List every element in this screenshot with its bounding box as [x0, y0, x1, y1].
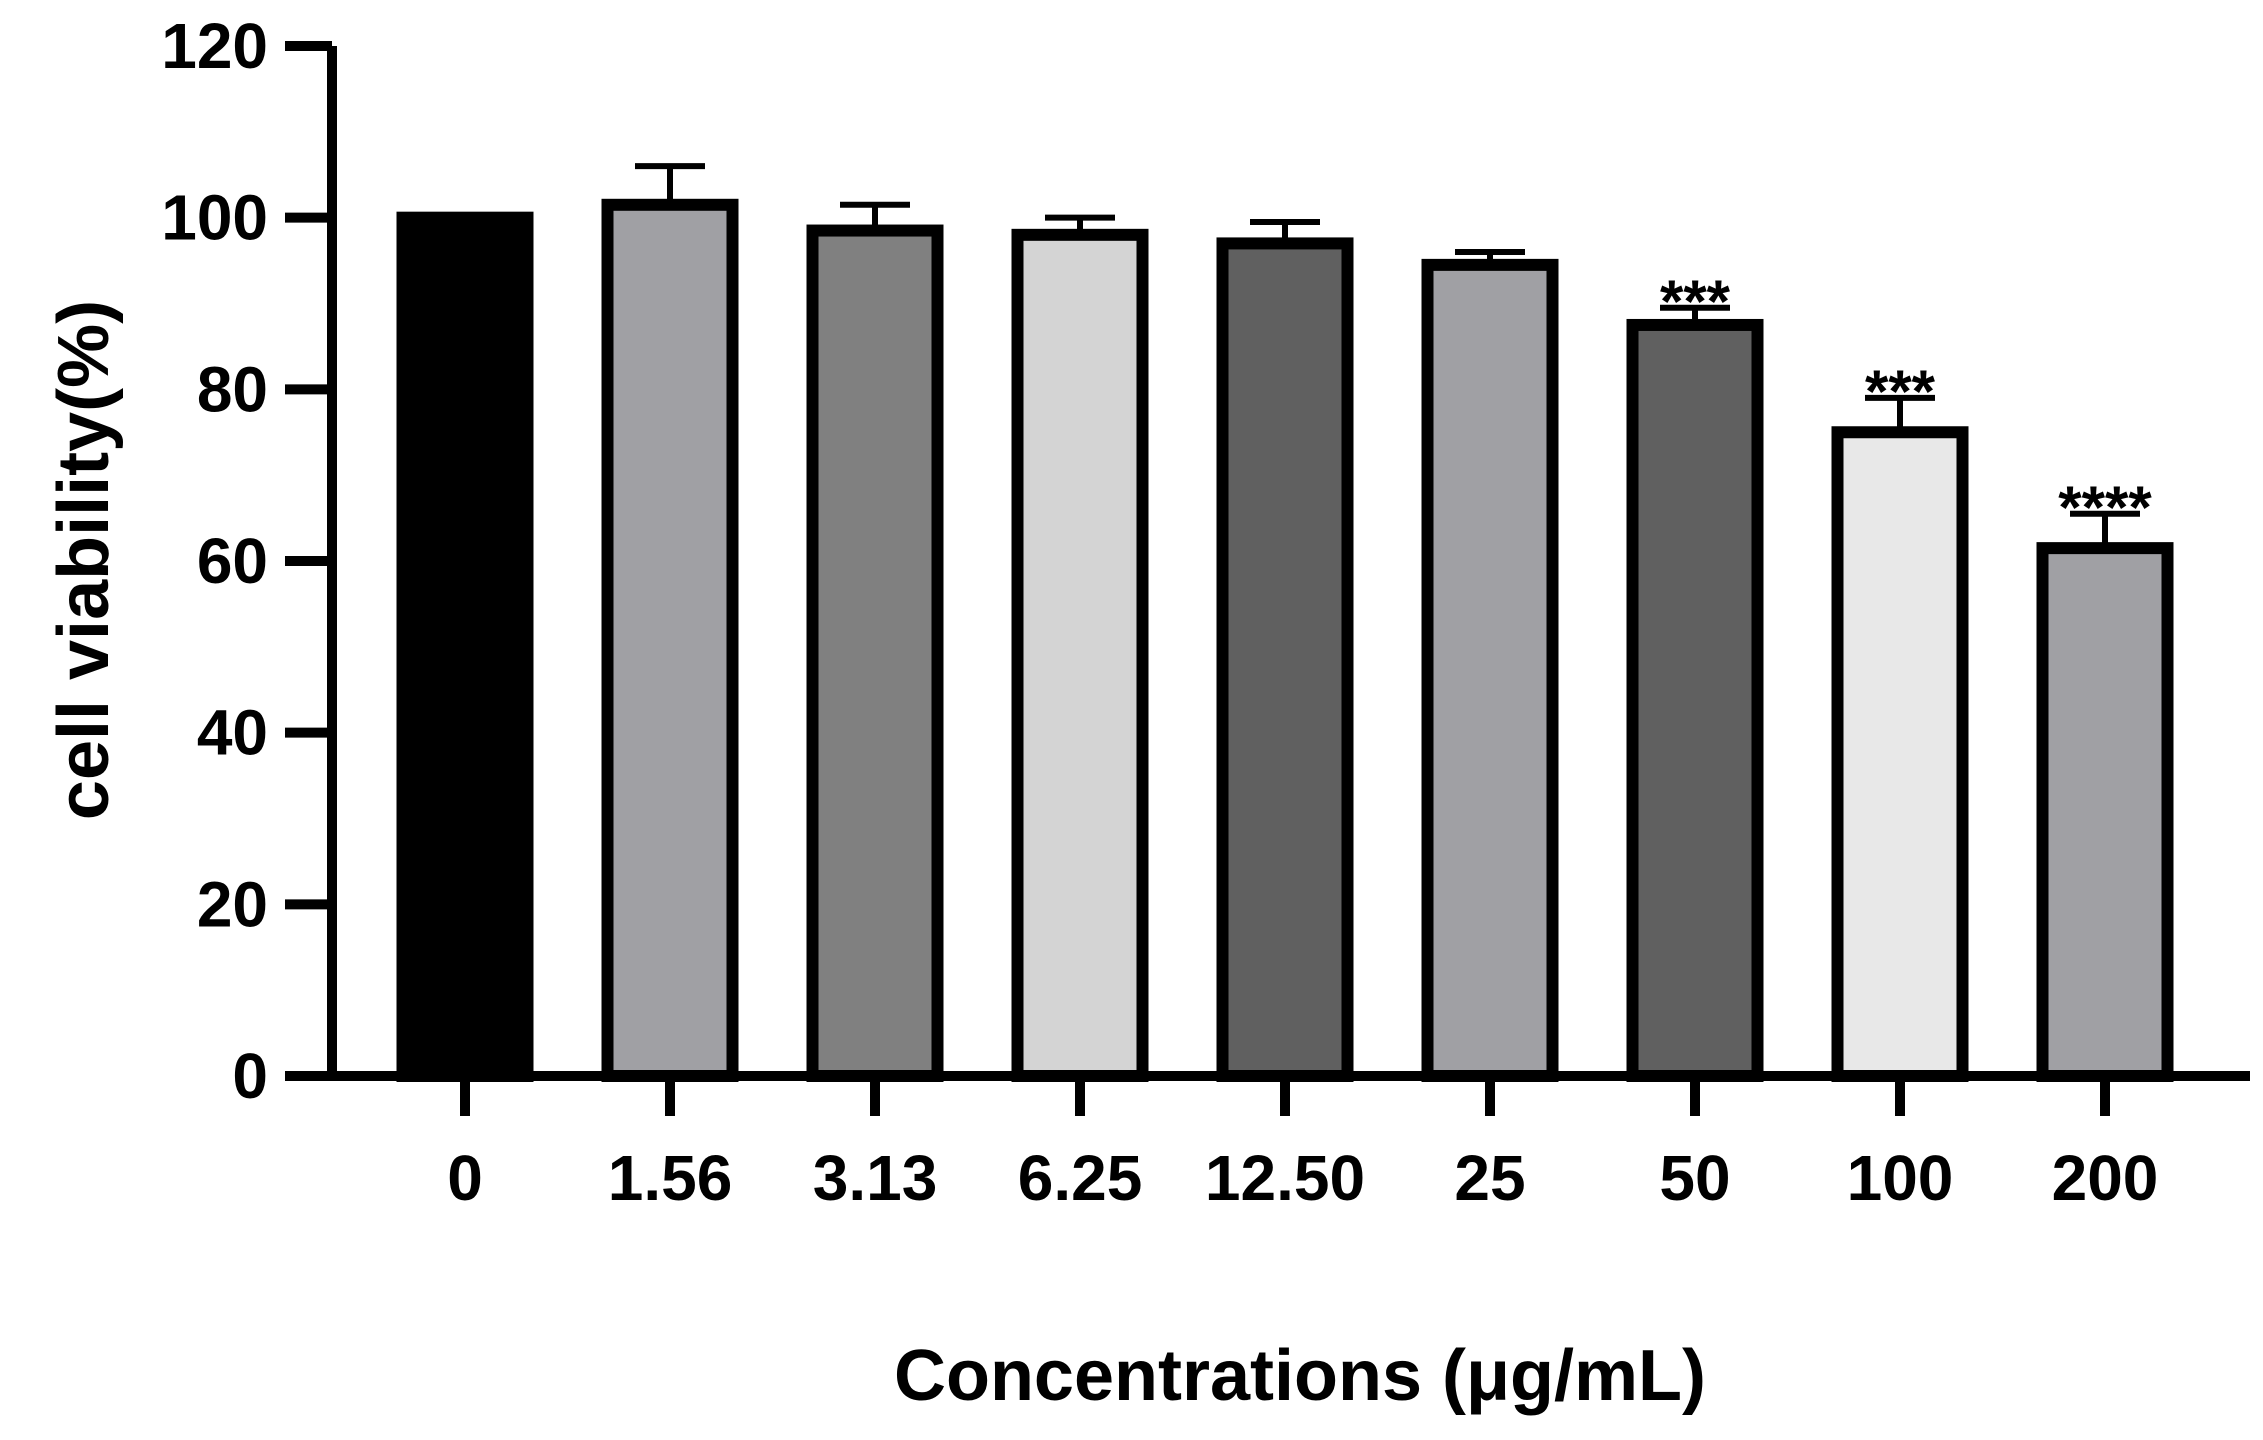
- x-tick-label: 100: [1847, 1142, 1954, 1214]
- bar-100: [1831, 426, 1969, 1082]
- y-tick-label: 80: [197, 353, 268, 425]
- x-tick-label: 12.50: [1205, 1142, 1365, 1214]
- x-ticks-layer: 0 1.56 3.13 6.25 12.50 25 50 100 200: [447, 1076, 2158, 1214]
- x-tick-label: 3.13: [813, 1142, 938, 1214]
- bar-6.25: [1011, 228, 1149, 1083]
- y-tick-label: 100: [161, 182, 268, 254]
- x-tick-label: 200: [2052, 1142, 2159, 1214]
- x-tick-label: 6.25: [1018, 1142, 1143, 1214]
- significance-label: ***: [1660, 268, 1731, 335]
- x-tick-label: 50: [1659, 1142, 1730, 1214]
- y-ticks-layer: 0 20 40 60 80 100 120: [161, 10, 332, 1112]
- bar-0: [396, 211, 534, 1082]
- x-axis-title: Concentrations (μg/mL): [894, 1336, 1706, 1416]
- y-tick-label: 0: [232, 1040, 268, 1112]
- bar-50: [1626, 318, 1764, 1083]
- bar-1.56: [601, 198, 739, 1082]
- bar-12.50: [1216, 237, 1354, 1082]
- y-tick-label: 60: [197, 525, 268, 597]
- y-tick-label: 20: [197, 868, 268, 940]
- bar-25: [1421, 258, 1559, 1082]
- x-tick-label: 25: [1454, 1142, 1525, 1214]
- significance-label: ***: [1865, 358, 1936, 425]
- x-tick-label: 1.56: [608, 1142, 733, 1214]
- y-tick-label: 40: [197, 697, 268, 769]
- y-axis-title: cell viability(%): [44, 300, 124, 820]
- x-tick-label: 0: [447, 1142, 483, 1214]
- y-tick-label: 120: [161, 10, 268, 82]
- bars-layer: **********: [396, 163, 2174, 1083]
- significance-label: ****: [2058, 474, 2152, 541]
- bar-200: [2036, 542, 2174, 1082]
- bar-3.13: [806, 224, 944, 1082]
